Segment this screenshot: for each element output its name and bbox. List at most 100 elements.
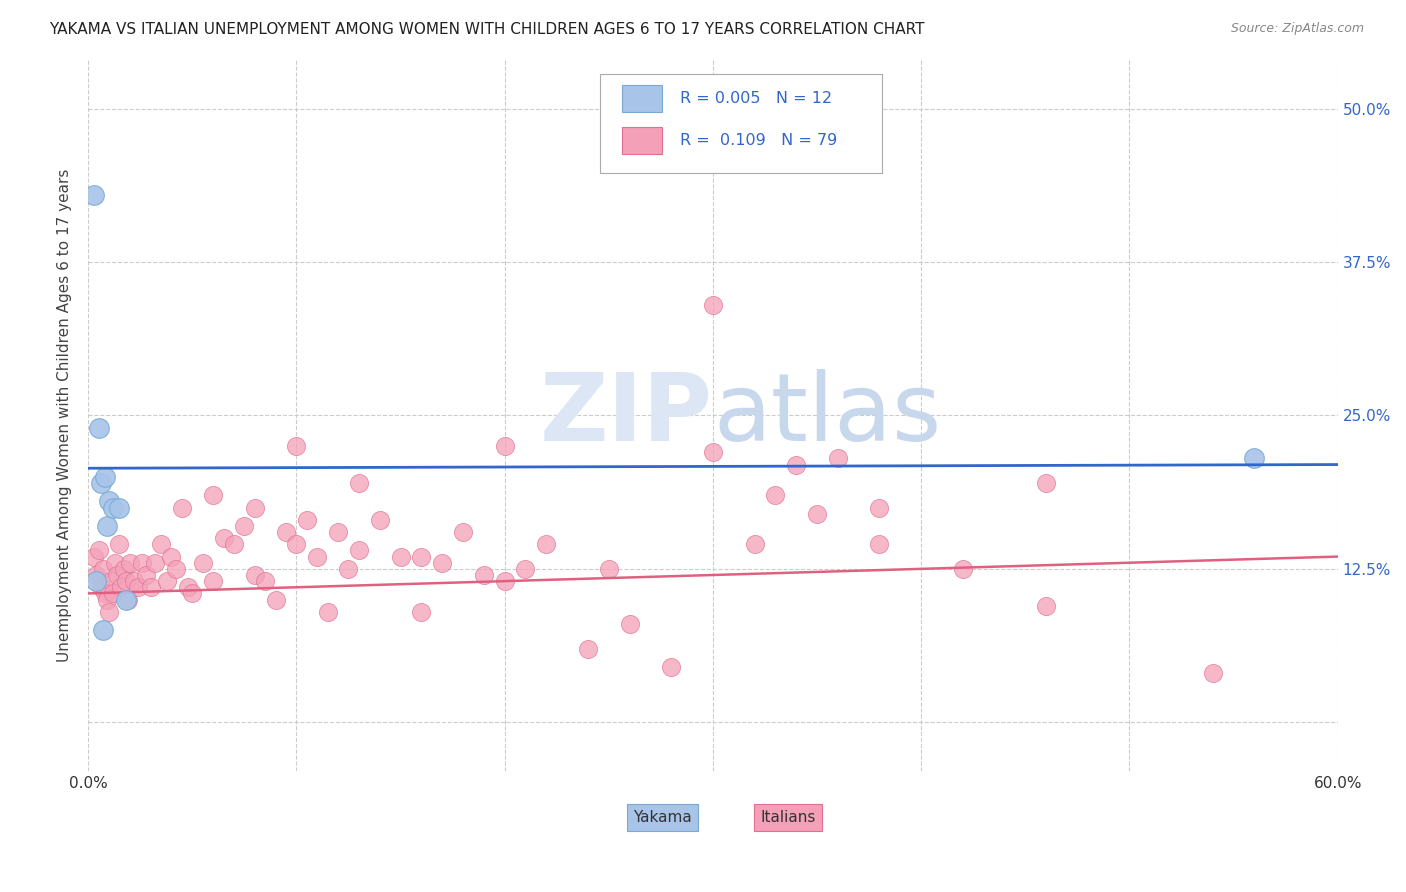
Text: R = 0.005   N = 12: R = 0.005 N = 12 xyxy=(681,90,832,105)
Point xyxy=(118,556,141,570)
Point xyxy=(411,605,433,619)
Point xyxy=(91,562,114,576)
Point xyxy=(702,445,724,459)
Point xyxy=(83,187,105,202)
Point xyxy=(785,458,807,472)
Point xyxy=(515,562,537,576)
Text: Yakama: Yakama xyxy=(634,810,692,825)
Point xyxy=(1035,475,1057,490)
Point xyxy=(254,574,277,588)
Point xyxy=(104,556,127,570)
Point xyxy=(177,580,200,594)
Point xyxy=(150,537,173,551)
Point xyxy=(191,556,214,570)
Point xyxy=(430,556,453,570)
Point xyxy=(233,519,256,533)
Point xyxy=(598,562,620,576)
Point xyxy=(94,470,117,484)
Point xyxy=(744,537,766,551)
Point xyxy=(96,519,118,533)
Point xyxy=(295,513,318,527)
Point xyxy=(108,537,131,551)
Point xyxy=(117,592,139,607)
Point xyxy=(222,537,245,551)
Point xyxy=(181,586,204,600)
Point xyxy=(702,298,724,312)
Point xyxy=(368,513,391,527)
Point xyxy=(264,592,287,607)
Point xyxy=(170,500,193,515)
Point xyxy=(212,531,235,545)
Point xyxy=(576,641,599,656)
Point xyxy=(105,568,128,582)
Point xyxy=(139,580,162,594)
FancyBboxPatch shape xyxy=(621,85,662,112)
Point xyxy=(411,549,433,564)
Text: Source: ZipAtlas.com: Source: ZipAtlas.com xyxy=(1230,22,1364,36)
Point xyxy=(285,439,308,453)
Point xyxy=(389,549,412,564)
Point xyxy=(127,580,149,594)
Point xyxy=(112,562,135,576)
Point xyxy=(763,488,786,502)
Point xyxy=(87,421,110,435)
Point xyxy=(472,568,495,582)
FancyBboxPatch shape xyxy=(621,128,662,154)
Point xyxy=(160,549,183,564)
Point xyxy=(619,617,641,632)
Point xyxy=(316,605,339,619)
Point xyxy=(347,543,370,558)
Point xyxy=(326,524,349,539)
Point xyxy=(952,562,974,576)
Point xyxy=(122,574,145,588)
Point xyxy=(869,537,891,551)
Text: YAKAMA VS ITALIAN UNEMPLOYMENT AMONG WOMEN WITH CHILDREN AGES 6 TO 17 YEARS CORR: YAKAMA VS ITALIAN UNEMPLOYMENT AMONG WOM… xyxy=(49,22,925,37)
Point xyxy=(274,524,297,539)
Point xyxy=(135,568,157,582)
Point xyxy=(285,537,308,551)
Point xyxy=(110,580,132,594)
Point xyxy=(307,549,329,564)
Point xyxy=(494,574,516,588)
Point xyxy=(96,592,118,607)
Point xyxy=(451,524,474,539)
Point xyxy=(131,556,153,570)
Text: R =  0.109   N = 79: R = 0.109 N = 79 xyxy=(681,133,838,148)
Point xyxy=(494,439,516,453)
Text: Italians: Italians xyxy=(761,810,815,825)
Point xyxy=(90,475,112,490)
Point xyxy=(202,488,225,502)
Point xyxy=(90,580,112,594)
Point xyxy=(83,549,105,564)
Point xyxy=(347,475,370,490)
Point xyxy=(94,586,117,600)
Point xyxy=(91,624,114,638)
Point xyxy=(243,500,266,515)
Point xyxy=(806,507,828,521)
FancyBboxPatch shape xyxy=(600,74,882,173)
Text: ZIP: ZIP xyxy=(540,369,713,461)
Point xyxy=(869,500,891,515)
Point xyxy=(1202,666,1225,681)
Point xyxy=(86,568,108,582)
Point xyxy=(156,574,179,588)
Point xyxy=(1035,599,1057,613)
Point xyxy=(827,451,849,466)
Point xyxy=(98,494,121,508)
Point xyxy=(100,574,122,588)
Point xyxy=(143,556,166,570)
Point xyxy=(1243,451,1265,466)
Point xyxy=(98,605,121,619)
Y-axis label: Unemployment Among Women with Children Ages 6 to 17 years: Unemployment Among Women with Children A… xyxy=(58,169,72,662)
Point xyxy=(101,586,124,600)
Point xyxy=(165,562,187,576)
Point xyxy=(536,537,558,551)
Point xyxy=(202,574,225,588)
Point xyxy=(114,574,136,588)
Point xyxy=(659,660,682,674)
Point xyxy=(101,500,124,515)
Point xyxy=(243,568,266,582)
Point xyxy=(87,543,110,558)
Point xyxy=(114,592,136,607)
Text: atlas: atlas xyxy=(713,369,941,461)
